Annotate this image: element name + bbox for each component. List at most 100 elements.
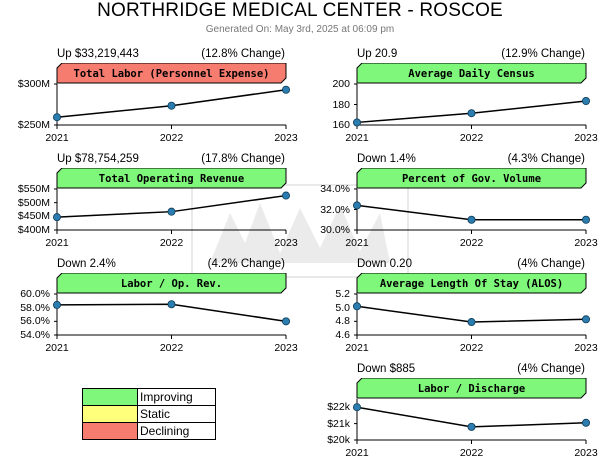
generated-timestamp: Generated On: May 3rd, 2025 at 06:09 pm <box>205 24 395 35</box>
chart-title: Total Operating Revenue <box>99 173 244 185</box>
data-point <box>467 109 476 118</box>
chart-title-banner <box>356 378 587 399</box>
chart-plot: Total Operating Revenue <box>53 168 290 234</box>
chart-panel: Down $885 (4% Change) Labor / Discharge $20… <box>327 363 597 463</box>
change-summary: Up 20.9 <box>357 48 398 60</box>
change-percent: (12.9% Change) <box>501 48 585 60</box>
data-point <box>581 315 590 324</box>
chart-title: Labor / Discharge <box>418 383 525 395</box>
legend-item-declining: Declining <box>82 422 216 440</box>
legend-label: Static <box>137 405 216 423</box>
chart-title-banner <box>356 168 587 189</box>
x-tick-label: 2021 <box>45 237 69 249</box>
data-point <box>467 422 476 431</box>
chart-title: Percent of Gov. Volume <box>402 173 541 185</box>
chart-title: Total Labor (Personnel Expense) <box>74 68 270 80</box>
change-percent: (12.8% Change) <box>201 48 285 60</box>
y-tick-label: 5.2 <box>335 288 350 300</box>
change-summary: Up $78,754,259 <box>57 153 139 165</box>
y-tick-label: $300M <box>17 78 50 90</box>
chart-panel: Up $33,219,443 (12.8% Change) Total Labor … <box>18 48 298 148</box>
chart-title-banner <box>56 63 287 84</box>
chart-panel: Up $78,754,259 (17.8% Change) Total Operat… <box>18 153 298 253</box>
y-tick-label: 4.8 <box>335 315 350 328</box>
data-point <box>281 85 290 94</box>
change-percent: (4% Change) <box>517 363 585 375</box>
data-point <box>53 213 61 222</box>
change-percent: (4.3% Change) <box>507 153 585 165</box>
x-tick-label: 2023 <box>574 447 598 459</box>
y-tick-label: 30.0% <box>320 224 350 236</box>
y-tick-label: 34.0% <box>320 183 350 195</box>
legend-swatch-static <box>82 405 138 423</box>
y-tick-label: $550M <box>17 183 50 195</box>
legend: Improving Static Declining <box>82 388 216 440</box>
y-tick-label: 60.0% <box>20 288 50 300</box>
page-title: NORTHRIDGE MEDICAL CENTER - ROSCOE <box>97 0 503 21</box>
chart-plot: Percent of Gov. Volume <box>353 168 590 234</box>
change-percent: (17.8% Change) <box>201 153 285 165</box>
x-tick-label: 2022 <box>159 342 184 354</box>
change-summary: Down 0.20 <box>357 258 412 270</box>
y-tick-label: $250M <box>17 119 50 131</box>
chart-title: Average Length Of Stay (ALOS) <box>380 278 563 290</box>
x-tick-label: 2023 <box>574 237 598 249</box>
x-tick-label: 2021 <box>45 342 69 354</box>
legend-label: Improving <box>137 388 216 406</box>
x-tick-label: 2021 <box>345 342 369 354</box>
change-percent: (4.2% Change) <box>207 258 285 270</box>
data-point <box>467 215 476 224</box>
y-tick-label: 32.0% <box>320 203 350 216</box>
chart-title: Average Daily Census <box>408 68 534 80</box>
x-tick-label: 2023 <box>274 237 298 249</box>
data-point <box>281 317 290 326</box>
chart-panel: Down 0.20 (4% Change) Average Length Of St… <box>335 258 597 358</box>
change-summary: Down 1.4% <box>357 153 416 165</box>
chart-title-banner <box>56 168 287 189</box>
change-summary: Up $33,219,443 <box>57 48 139 60</box>
data-point <box>581 215 590 224</box>
x-tick-label: 2021 <box>45 132 69 144</box>
chart-plot: Average Length Of Stay (ALOS) <box>353 273 590 339</box>
x-tick-label: 2022 <box>159 237 184 249</box>
y-tick-label: 4.6 <box>335 329 350 341</box>
legend-item-improving: Improving <box>82 388 216 406</box>
x-tick-label: 2021 <box>345 132 369 144</box>
y-tick-label: $500M <box>17 196 50 209</box>
data-point <box>167 207 176 216</box>
chart-plot: Labor / Op. Rev. <box>53 273 290 339</box>
legend-swatch-improving <box>82 388 138 406</box>
data-point <box>581 418 590 427</box>
data-point <box>353 403 361 412</box>
chart-plot: Total Labor (Personnel Expense) <box>53 63 290 129</box>
change-summary: Down $885 <box>357 363 416 375</box>
y-tick-label: 56.0% <box>20 315 50 328</box>
chart-title-banner <box>356 63 587 84</box>
data-point <box>353 201 361 210</box>
y-tick-label: 160 <box>332 119 350 131</box>
data-point <box>167 300 176 309</box>
y-tick-label: 54.0% <box>20 329 50 341</box>
x-tick-label: 2022 <box>459 237 484 249</box>
chart-panel: Down 2.4% (4.2% Change) Labor / Op. Rev. 54… <box>20 258 297 358</box>
data-point <box>353 118 361 127</box>
chart-title-banner <box>356 273 587 294</box>
chart-title: Labor / Op. Rev. <box>121 278 222 290</box>
x-tick-label: 2023 <box>574 342 598 354</box>
legend-swatch-declining <box>82 422 138 440</box>
y-tick-label: $21k <box>327 417 350 430</box>
chart-title-banner <box>56 273 287 294</box>
watermark-logo <box>191 184 409 278</box>
data-point <box>467 318 476 327</box>
x-tick-label: 2023 <box>274 342 298 354</box>
y-tick-label: 5.0 <box>335 301 350 314</box>
data-point <box>53 113 61 122</box>
x-tick-label: 2022 <box>459 342 484 354</box>
y-tick-label: $400M <box>17 224 50 236</box>
chart-panel: Down 1.4% (4.3% Change) Percent of Gov. Vo… <box>320 153 597 253</box>
chart-panel: Up 20.9 (12.9% Change) Average Daily Censu… <box>332 48 597 148</box>
y-tick-label: $20k <box>327 434 350 446</box>
change-summary: Down 2.4% <box>57 258 116 270</box>
x-tick-label: 2021 <box>345 447 369 459</box>
y-tick-label: 200 <box>332 78 350 90</box>
